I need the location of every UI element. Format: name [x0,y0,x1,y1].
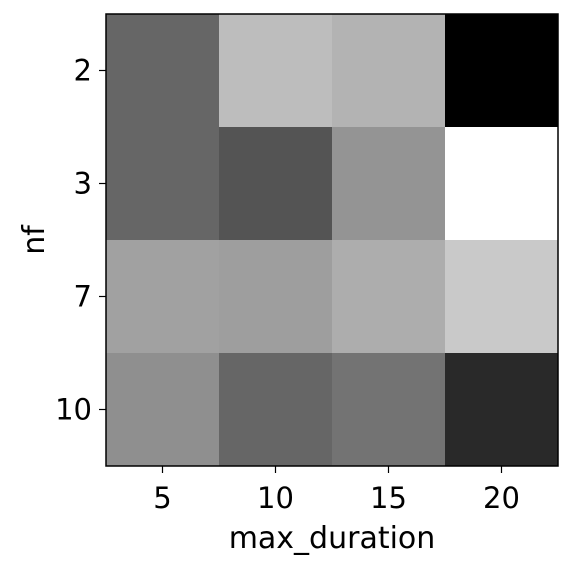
x-axis-ticks: 5 10 15 20 [153,466,520,515]
y-axis-ticks: 2 3 7 10 [55,54,106,427]
heatmap-cell-nf-7-max-duration-15 [332,240,446,354]
heatmap-cell-nf-3-max-duration-5 [106,127,220,241]
y-tick-label: 2 [74,54,92,88]
heatmap-cell-nf-7-max-duration-20 [445,240,559,354]
heatmap-cell-nf-10-max-duration-15 [332,353,446,467]
heatmap-cell-nf-7-max-duration-10 [219,240,333,354]
heatmap-cell-nf-2-max-duration-15 [332,14,446,128]
y-axis-label: nf [17,224,52,255]
x-tick-label: 15 [370,481,407,515]
heatmap-cell-nf-3-max-duration-20 [445,127,559,241]
y-tick-label: 3 [74,167,92,201]
y-tick-label: 10 [55,393,92,427]
heatmap-cell-nf-2-max-duration-5 [106,14,220,128]
y-tick-label: 7 [74,280,92,314]
plot-frame [105,13,559,467]
heatmap-cell-nf-3-max-duration-15 [332,127,446,241]
heatmap-cell-nf-2-max-duration-10 [219,14,333,128]
x-tick-label: 5 [153,481,171,515]
heatmap-cell-nf-7-max-duration-5 [106,240,220,354]
heatmap-cell-nf-10-max-duration-10 [219,353,333,467]
heatmap-cells [106,14,559,467]
heatmap-cell-nf-10-max-duration-5 [106,353,220,467]
heatmap-cell-nf-10-max-duration-20 [445,353,559,467]
heatmap-cell-nf-3-max-duration-10 [219,127,333,241]
x-tick-label: 10 [257,481,294,515]
x-axis-label: max_duration [229,521,436,556]
x-tick-label: 20 [483,481,520,515]
heatmap-cell-nf-2-max-duration-20 [445,14,559,128]
